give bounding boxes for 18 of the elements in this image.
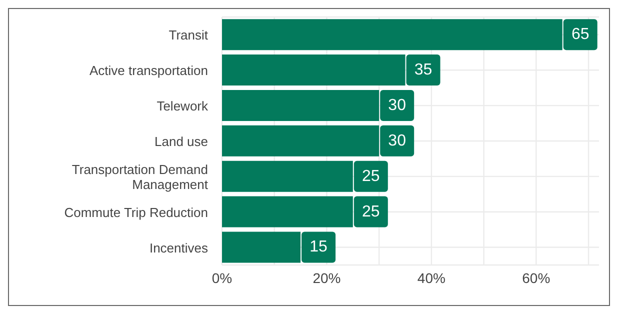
data-label: 35 [414, 62, 432, 79]
data-label: 25 [362, 168, 380, 185]
data-label: 15 [310, 238, 328, 256]
y-tick-label: Transit [168, 27, 208, 42]
x-tick-label: 60% [522, 270, 550, 286]
y-tick-label: Incentives [149, 240, 208, 255]
x-tick-label: 0% [212, 270, 232, 286]
x-tick-label: 40% [417, 270, 446, 286]
y-tick-label: Commute Trip Reduction [64, 204, 208, 220]
data-label: 65 [571, 26, 590, 44]
data-label: 30 [388, 132, 406, 150]
data-label: 30 [388, 96, 406, 114]
y-tick-label: Active transportation [89, 62, 208, 78]
data-label: 25 [362, 203, 380, 220]
y-tick-label: Land use [154, 134, 208, 148]
x-tick-label: 20% [312, 270, 341, 286]
y-tick-label: Transportation Demand Management [72, 161, 208, 192]
y-tick-label: Telework [156, 98, 208, 114]
